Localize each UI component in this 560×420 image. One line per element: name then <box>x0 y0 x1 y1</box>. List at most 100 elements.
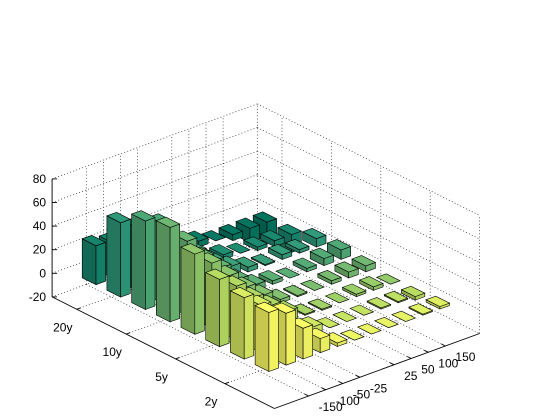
bar-front <box>285 309 296 366</box>
z-tick-label: 80 <box>33 172 47 186</box>
grid-line-z <box>257 103 480 216</box>
bar-top <box>391 310 417 322</box>
bar-top <box>309 247 335 259</box>
bar-3y-150 <box>358 276 384 291</box>
bars <box>81 210 451 372</box>
bar-front <box>302 324 314 360</box>
strike-tick-label: -100 <box>336 394 360 408</box>
maturity-tick-label: 2y <box>205 395 218 409</box>
axes <box>51 178 480 409</box>
bar-7y-100 <box>292 257 318 273</box>
strike-tick-label: 25 <box>404 369 418 383</box>
z-tick-label: 60 <box>33 196 47 210</box>
bar-3y-25 <box>307 298 333 311</box>
bar-top <box>106 211 132 224</box>
bar-5y-100 <box>317 269 342 285</box>
strike-tick-label: -50 <box>353 388 371 402</box>
strike-tick-mark <box>389 362 395 366</box>
bar-top <box>267 243 293 256</box>
bar-top <box>356 323 382 335</box>
bar-top <box>425 295 451 307</box>
grid-line-z <box>51 127 258 203</box>
bar-15y--200 <box>106 211 132 298</box>
bar-top <box>400 285 426 297</box>
grid-line-z <box>257 127 480 240</box>
bar-top <box>282 284 308 296</box>
bar-top <box>326 239 352 251</box>
maturity-tick-label: 20y <box>53 320 72 334</box>
bar-top <box>383 290 409 303</box>
bar-side <box>81 238 97 286</box>
bar-7y-200 <box>326 239 352 260</box>
bar-10y-200 <box>301 227 327 248</box>
bar-top <box>366 297 392 309</box>
bar-5y-200 <box>351 255 377 273</box>
bar-top <box>301 227 327 240</box>
bar-3y-100 <box>341 283 367 298</box>
bar-top <box>408 303 434 315</box>
bar-top <box>271 302 297 314</box>
bar-top <box>242 236 268 248</box>
bar-side <box>230 290 245 360</box>
maturity-tick-mark <box>224 381 230 385</box>
strike-tick-label: 50 <box>421 363 435 377</box>
strike-tick-label: 150 <box>455 350 475 364</box>
bar-10y-100 <box>267 243 293 260</box>
z-tick-label: 20 <box>33 243 47 257</box>
bar-front <box>95 241 106 286</box>
bar-top <box>180 243 206 255</box>
bar-top <box>375 273 401 285</box>
maturity-tick-mark <box>76 307 81 310</box>
bar-7y--200 <box>155 216 181 323</box>
bar-top <box>374 316 399 329</box>
bar-front <box>243 293 255 360</box>
bar-side <box>254 305 270 372</box>
grid-line-z <box>51 150 258 227</box>
bar-top <box>250 253 276 265</box>
bar-7y-150 <box>309 247 335 267</box>
bar-1y-100 <box>391 310 417 322</box>
z-tick-label: 0 <box>39 266 46 280</box>
bar-3y-50 <box>324 292 350 304</box>
maturity-tick-label: 5y <box>155 370 168 384</box>
bar-7y-50 <box>275 267 301 279</box>
bar-20y--200 <box>81 234 107 286</box>
bar-top <box>235 217 261 229</box>
maturity-tick-mark <box>175 356 180 360</box>
bar-1y-200 <box>425 295 451 310</box>
bar-front <box>194 250 205 335</box>
bar-10y-50 <box>250 253 276 267</box>
strike-tick-mark <box>424 349 429 353</box>
bar-7y-25 <box>258 270 284 285</box>
bar-2y-50 <box>349 304 375 316</box>
bar-side <box>180 246 196 335</box>
strike-tick-label: -150 <box>319 400 343 414</box>
bar-top <box>292 257 318 269</box>
z-tick-label: -20 <box>29 290 47 304</box>
bar-top <box>225 242 251 254</box>
bar-2y--200 <box>229 286 255 360</box>
maturity-tick-label: 10y <box>103 345 122 359</box>
bar-15y-100 <box>242 236 268 252</box>
bar-10y--200 <box>130 210 156 310</box>
bar-top <box>290 303 316 315</box>
strike-tick-mark <box>406 356 412 359</box>
maturity-tick-mark <box>126 332 131 335</box>
bar-top <box>229 286 255 299</box>
bar-top <box>277 223 303 235</box>
bar-2y-100 <box>366 297 392 310</box>
bar-1y-25 <box>356 323 382 335</box>
bar-top <box>155 216 181 228</box>
bar-top <box>315 317 341 329</box>
strike-tick-mark <box>304 393 309 397</box>
bar-1y--200 <box>254 301 280 372</box>
bar-2y-150 <box>383 290 409 304</box>
bar-top <box>349 304 375 316</box>
grid-line-z <box>51 103 258 180</box>
bar-1y-150 <box>408 303 434 316</box>
strike-tick-mark <box>321 387 326 391</box>
bar-top <box>284 238 310 251</box>
bar-3y--200 <box>204 268 230 348</box>
bar-20y-100 <box>218 223 244 242</box>
